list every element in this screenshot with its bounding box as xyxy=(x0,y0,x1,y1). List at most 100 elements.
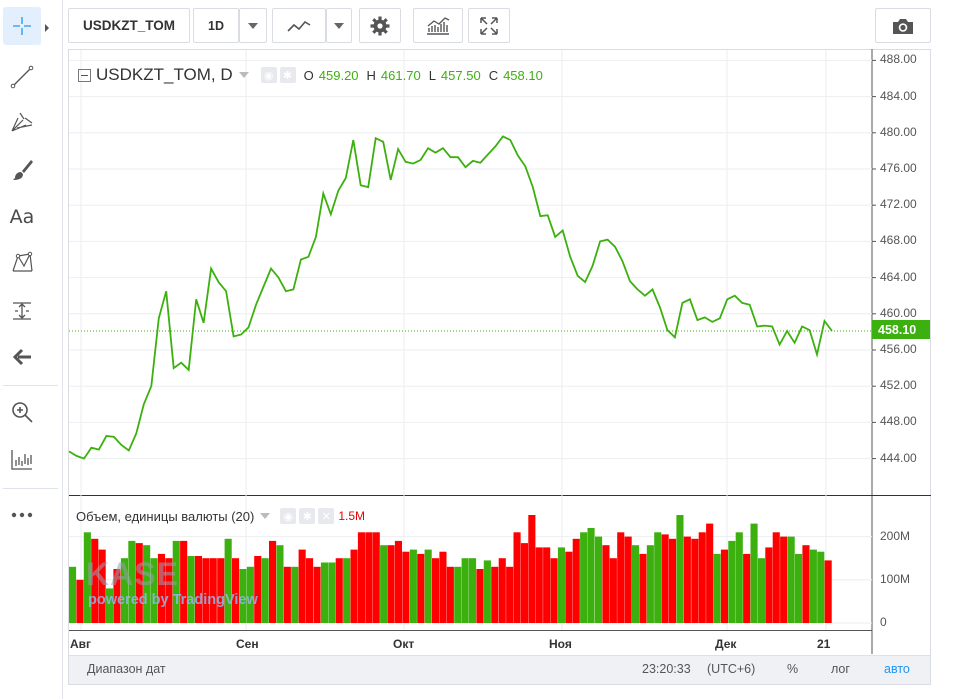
y-tick-label: 452.00 xyxy=(880,378,917,393)
eye-icon[interactable]: ◉ xyxy=(280,508,297,524)
volume-bar xyxy=(483,560,491,623)
date-range-button[interactable]: Диапазон дат xyxy=(87,662,166,676)
pattern-tool[interactable] xyxy=(3,243,41,281)
crosshair-tool[interactable] xyxy=(3,7,41,45)
volume-bar xyxy=(780,536,788,623)
legend-close-label: C xyxy=(488,67,499,83)
volume-bar xyxy=(676,515,684,623)
volume-bar xyxy=(298,549,306,623)
timezone-button[interactable]: (UTC+6) xyxy=(707,662,756,676)
volume-legend-value: 1.5M xyxy=(338,509,366,523)
symbol-button[interactable]: USDKZT_TOM xyxy=(68,8,190,43)
volume-bar xyxy=(654,532,662,623)
bars-pattern-tool[interactable] xyxy=(3,440,41,478)
fullscreen-button[interactable] xyxy=(468,8,510,43)
volume-bar xyxy=(520,543,529,623)
chart-style-button[interactable] xyxy=(272,8,326,43)
tool-expand-arrow-icon[interactable] xyxy=(45,24,49,32)
volume-bar xyxy=(165,558,173,623)
price-line xyxy=(68,135,833,460)
y-tick-label: 448.00 xyxy=(880,414,917,429)
y-tick-label: 456.00 xyxy=(880,342,917,356)
kase-logo: KASE xyxy=(86,556,179,592)
legend-high-label: H xyxy=(366,67,376,83)
close-icon[interactable]: ✕ xyxy=(318,508,335,524)
volume-bar xyxy=(150,558,158,623)
main-legend: USDKZT_TOM, D ◉ ✱ O 459.20 H 461.70 L 45… xyxy=(78,64,543,86)
volume-bar xyxy=(787,536,795,623)
volume-bar xyxy=(469,558,477,623)
legend-high-value: 461.70 xyxy=(380,67,421,83)
volume-bar xyxy=(113,569,121,623)
y-tick-label: 444.00 xyxy=(880,450,917,465)
eye-icon[interactable]: ◉ xyxy=(260,67,277,83)
interval-button[interactable]: 1D xyxy=(193,8,239,43)
volume-bar xyxy=(587,528,595,623)
log-toggle[interactable]: лог xyxy=(831,662,850,676)
auto-toggle[interactable]: авто xyxy=(884,662,910,676)
volume-legend-title: Объем, единицы валюты (20) xyxy=(76,508,255,524)
settings-button[interactable] xyxy=(359,8,401,43)
interval-label: 1D xyxy=(208,18,224,33)
zoom-tool[interactable] xyxy=(3,393,41,431)
symbol-label: USDKZT_TOM xyxy=(82,18,175,33)
volume-tick-label: 100M xyxy=(880,571,911,586)
trend-line-tool[interactable] xyxy=(3,58,41,96)
volume-bar xyxy=(728,540,736,623)
powered-by-text: powered by TradingView xyxy=(88,592,258,608)
zoom-in-icon xyxy=(12,402,33,423)
chart-style-dropdown[interactable] xyxy=(326,8,352,43)
volume-bar xyxy=(417,553,425,623)
volume-bar xyxy=(291,566,299,623)
volume-bar xyxy=(187,556,195,623)
toolbar-divider xyxy=(3,488,58,489)
volume-bar xyxy=(528,515,536,623)
fullscreen-icon xyxy=(480,16,498,35)
volume-bar xyxy=(802,545,810,623)
volume-bar xyxy=(91,538,99,623)
more-tools[interactable] xyxy=(3,496,41,534)
volume-bar xyxy=(824,560,832,623)
volume-bar xyxy=(76,579,84,623)
chevron-down-icon[interactable] xyxy=(260,513,271,519)
y-tick-label: 480.00 xyxy=(880,124,917,139)
volume-bar xyxy=(543,547,551,623)
measure-tool[interactable] xyxy=(3,292,41,330)
volume-bar xyxy=(698,532,706,623)
volume-bar xyxy=(713,553,721,623)
volume-bar xyxy=(580,532,588,623)
pitchfork-tool[interactable] xyxy=(3,103,41,141)
volume-bar xyxy=(439,551,447,623)
snapshot-button[interactable] xyxy=(875,8,931,43)
volume-bar xyxy=(557,547,566,623)
brush-tool[interactable] xyxy=(3,151,41,189)
legend-open-value: 459.20 xyxy=(318,67,359,83)
camera-icon xyxy=(893,18,913,34)
volume-bar xyxy=(350,549,358,623)
volume-bar xyxy=(669,538,677,623)
volume-bar xyxy=(128,540,136,623)
percent-toggle[interactable]: % xyxy=(787,662,799,676)
volume-bar xyxy=(143,545,151,623)
legend-title: USDKZT_TOM, D xyxy=(96,65,233,84)
indicators-button[interactable] xyxy=(413,8,463,43)
chevron-down-icon[interactable] xyxy=(238,72,249,78)
toolbar-divider xyxy=(3,385,58,386)
gear-icon[interactable]: ✱ xyxy=(279,67,296,83)
volume-bar xyxy=(357,532,366,623)
volume-bar xyxy=(69,566,77,623)
text-tool[interactable]: Aa xyxy=(3,198,41,236)
gear-icon[interactable]: ✱ xyxy=(299,508,316,524)
volume-bar xyxy=(343,558,351,623)
volume-bar xyxy=(372,532,380,623)
volume-bar xyxy=(217,558,225,623)
interval-dropdown[interactable] xyxy=(239,8,267,43)
back-tool[interactable] xyxy=(3,338,41,376)
volume-bar xyxy=(498,558,506,623)
last-price-tag: 458.10 xyxy=(872,320,930,339)
collapse-icon[interactable] xyxy=(78,68,91,82)
crosshair-icon xyxy=(13,17,31,35)
bars-pattern-icon xyxy=(11,450,32,470)
volume-bar xyxy=(432,558,440,623)
